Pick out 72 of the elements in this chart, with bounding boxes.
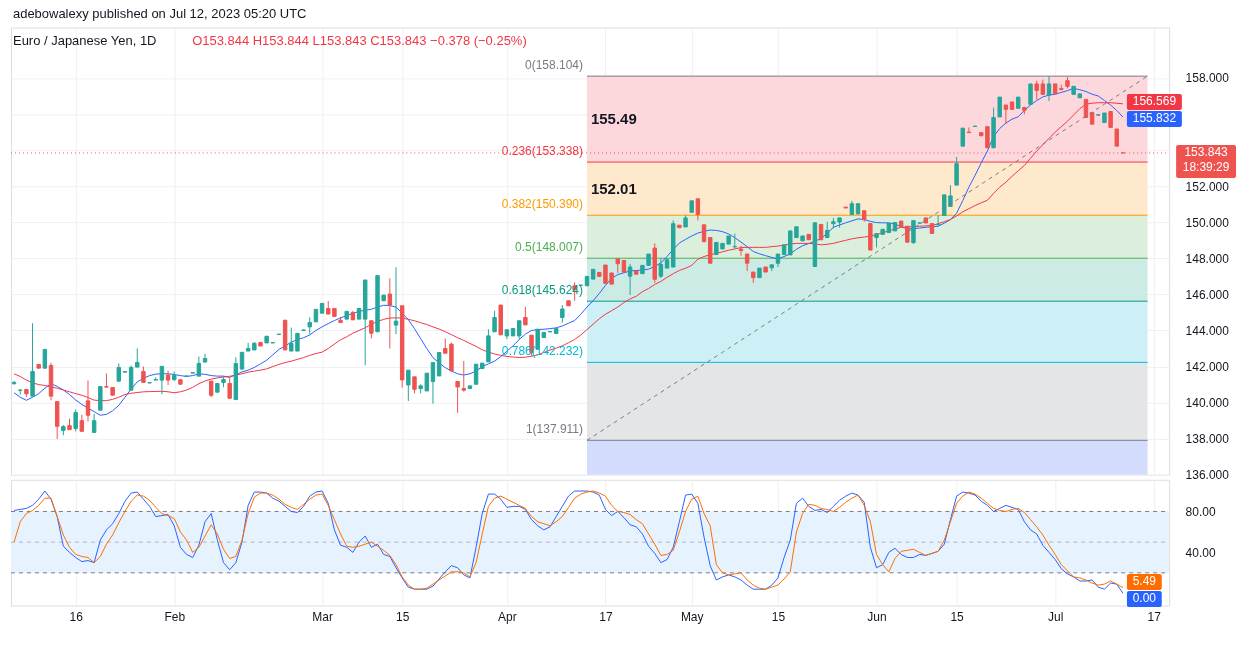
candlestick <box>954 156 959 186</box>
candlestick <box>406 369 411 402</box>
annotation: 152.01 <box>590 179 637 197</box>
candlestick <box>85 379 91 422</box>
candlestick <box>473 363 479 385</box>
annotation: 155.49 <box>590 110 637 128</box>
x-tick-label: 15 <box>950 610 965 625</box>
x-tick-label: 17 <box>1147 610 1162 625</box>
x-tick-label: 17 <box>599 610 613 625</box>
candlestick <box>91 413 97 433</box>
candlestick <box>461 360 466 393</box>
candlestick <box>73 409 78 432</box>
x-tick-label: 16 <box>69 610 84 625</box>
x-tick-label: 15 <box>396 610 410 625</box>
candlestick <box>42 348 48 369</box>
candlestick <box>627 263 633 296</box>
candlestick <box>1046 75 1052 102</box>
candlestick <box>387 277 393 350</box>
y-tick-label: 150.000 <box>1185 215 1230 230</box>
x-tick-label: 15 <box>771 610 786 625</box>
candlestick <box>966 126 972 134</box>
candlestick <box>165 370 171 386</box>
candlestick <box>455 381 460 414</box>
x-tick-label: Jul <box>1048 610 1064 625</box>
x-tick-label: May <box>680 610 704 625</box>
candlestick <box>159 365 165 395</box>
candlestick <box>516 320 522 341</box>
y-tick-label: 158.000 <box>1185 71 1230 86</box>
y-tick-label: 40.00 <box>1185 545 1216 560</box>
candlestick <box>135 347 140 368</box>
candlestick <box>436 351 442 377</box>
annotation: O153.844 H153.844 L153.843 C153.843 −0.378 (−0.25%) <box>192 33 527 49</box>
y-tick-label: 80.00 <box>1185 504 1216 519</box>
candlestick <box>430 362 436 405</box>
ref-line-label: 1(137.911) <box>525 422 583 437</box>
x-tick-label: Jun <box>867 610 887 625</box>
data-label: 156.569 <box>1132 93 1177 108</box>
y-tick-label: 138.000 <box>1185 432 1230 447</box>
candlestick <box>393 266 399 335</box>
text: adebowalexy published on Jul 12, 2023 05:20 UTC <box>12 5 307 21</box>
y-tick-label: 148.000 <box>1185 251 1230 266</box>
ref-line-label: 0.5(148.007) <box>515 240 583 255</box>
y-tick-label: 136.000 <box>1185 468 1230 483</box>
candlestick <box>960 127 965 147</box>
candlestick <box>1003 104 1009 125</box>
y-tick-label: 140.000 <box>1185 396 1230 411</box>
candlestick <box>738 245 744 257</box>
ref-line-label: 0(158.104) <box>525 58 583 73</box>
candlestick <box>658 257 664 279</box>
candlestick <box>492 310 497 333</box>
candlestick <box>227 377 232 399</box>
chart-title: Euro / Japanese Yen, 1D <box>12 33 157 49</box>
data-label: 5.49 <box>1132 573 1157 588</box>
y-tick-label: 146.000 <box>1185 287 1230 302</box>
x-tick-label: Apr <box>498 610 517 625</box>
candlestick <box>1028 83 1033 105</box>
candlestick <box>1083 98 1089 118</box>
y-tick-label: 142.000 <box>1185 360 1230 375</box>
data-label: 155.832 <box>1132 110 1177 125</box>
candlestick <box>98 386 103 411</box>
x-tick-label: Mar <box>312 610 333 625</box>
y-tick-label: 152.000 <box>1185 179 1230 194</box>
candlestick <box>128 364 134 391</box>
x-tick-label: Feb <box>164 610 186 625</box>
ref-line-label: 153.843 18:39:29 <box>1182 144 1230 174</box>
ref-line-label: 0.236(153.338) <box>501 144 583 159</box>
data-label: 0.00 <box>1132 590 1157 605</box>
candlestick <box>202 353 208 363</box>
y-tick-label: 144.000 <box>1185 323 1230 338</box>
candlestick <box>695 198 701 221</box>
ref-line-label: 0.382(150.390) <box>501 197 583 212</box>
candlestick <box>523 306 528 326</box>
